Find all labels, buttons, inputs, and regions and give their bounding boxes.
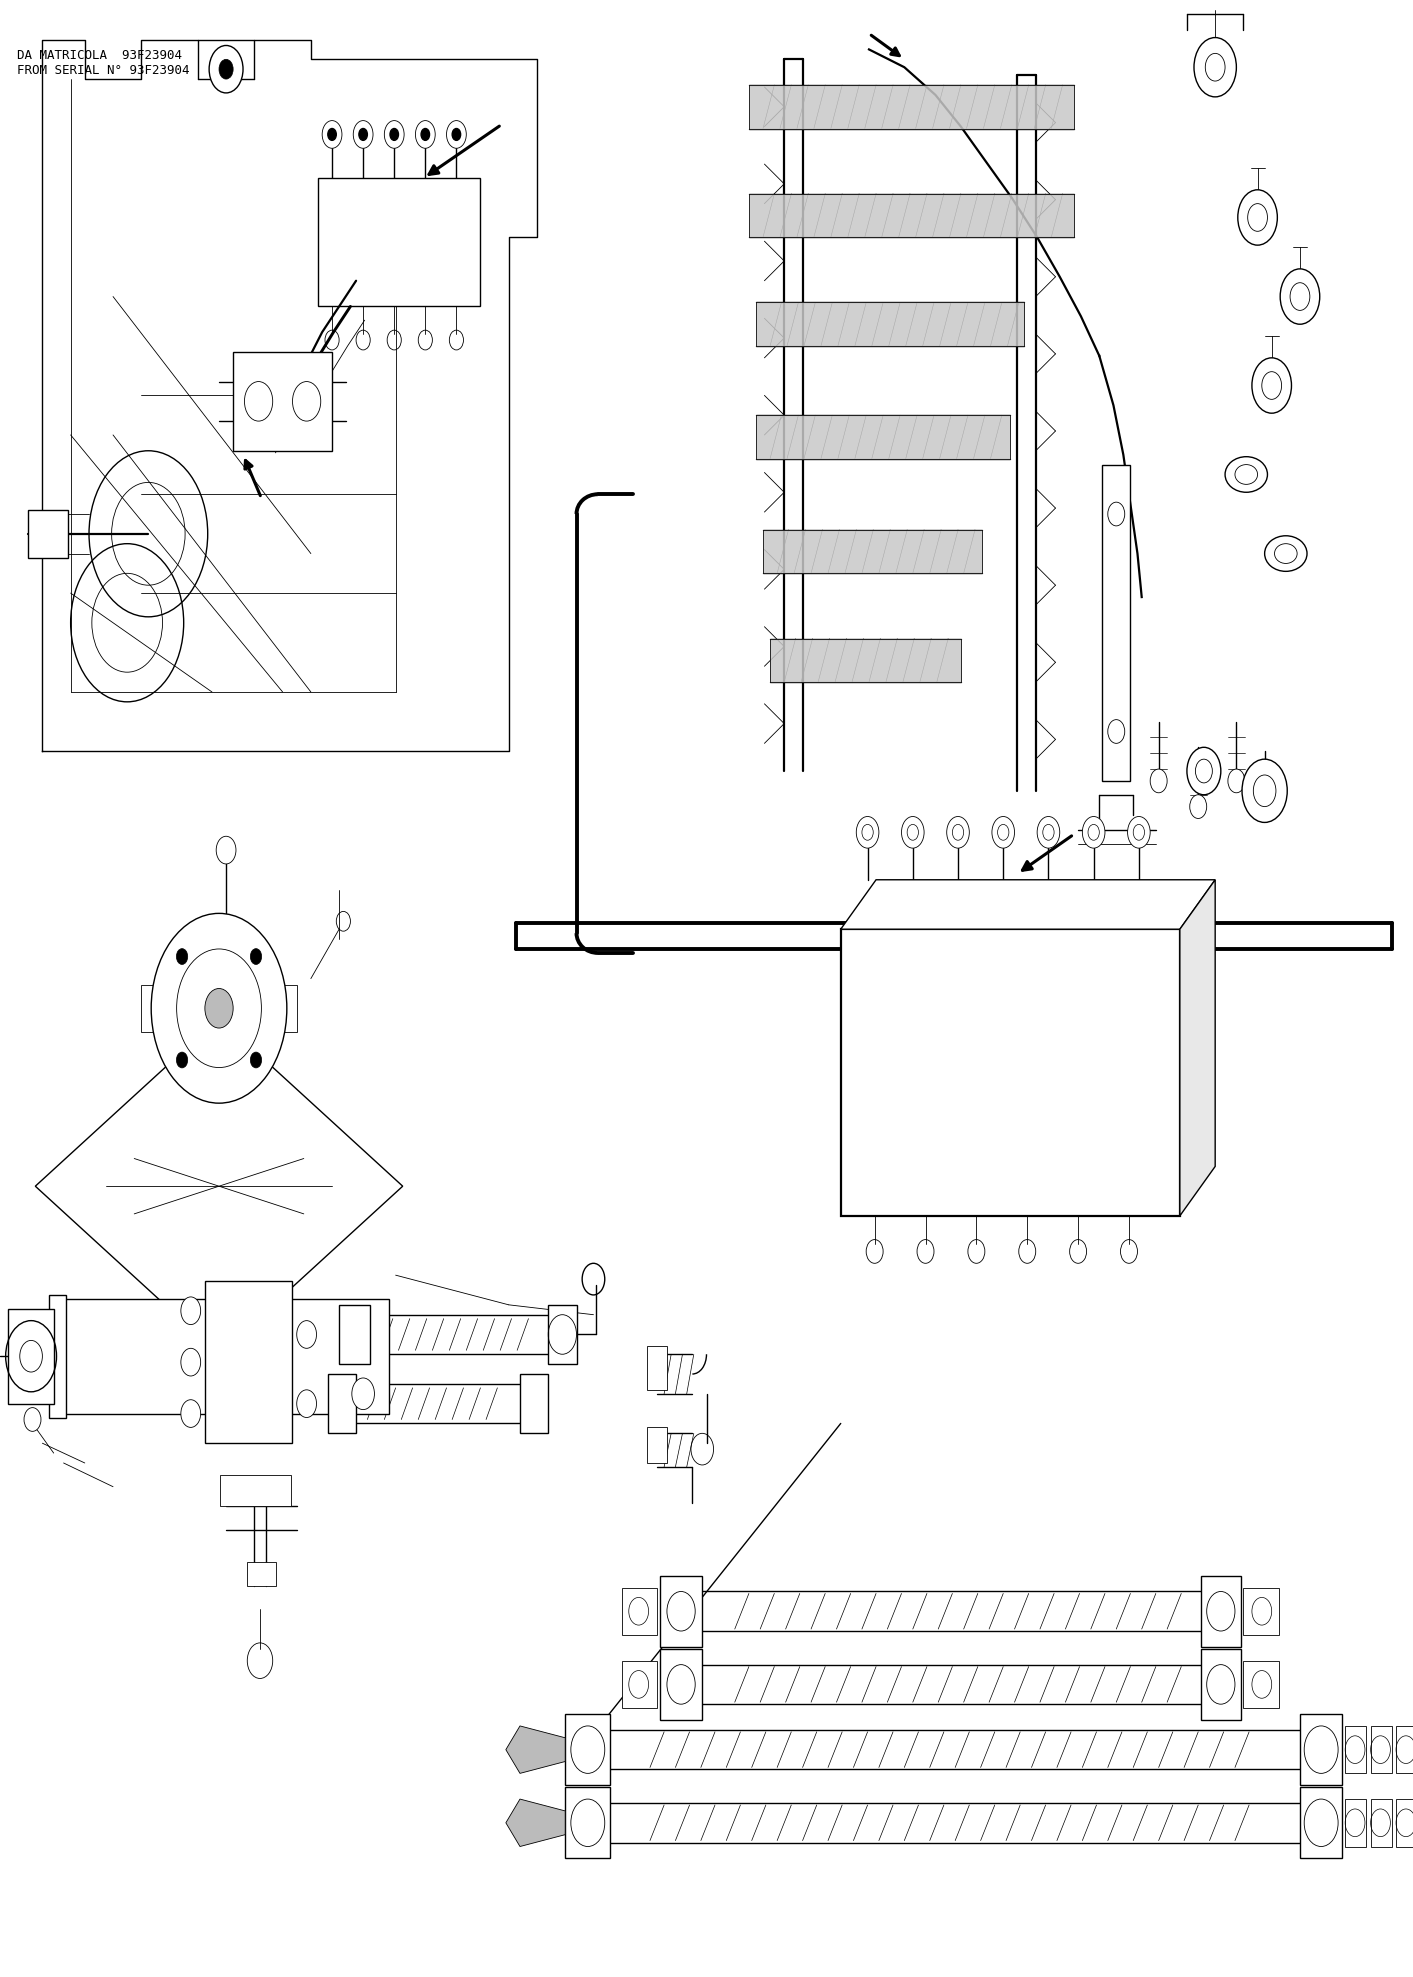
Polygon shape xyxy=(35,1018,403,1354)
Bar xyxy=(1396,1726,1413,1773)
Bar xyxy=(1371,1799,1392,1847)
Circle shape xyxy=(181,1348,201,1376)
Circle shape xyxy=(421,129,430,140)
Circle shape xyxy=(384,121,404,148)
Bar xyxy=(1300,1787,1342,1858)
Circle shape xyxy=(181,1400,201,1427)
Circle shape xyxy=(1128,817,1150,848)
Bar xyxy=(49,1295,66,1418)
Bar xyxy=(756,415,1010,459)
Circle shape xyxy=(856,817,879,848)
Circle shape xyxy=(447,121,466,148)
Bar xyxy=(749,194,1074,237)
Circle shape xyxy=(250,949,261,965)
Circle shape xyxy=(992,817,1015,848)
Circle shape xyxy=(947,817,969,848)
Circle shape xyxy=(1252,358,1291,413)
Bar xyxy=(1396,1799,1413,1847)
Circle shape xyxy=(177,949,188,965)
Circle shape xyxy=(452,129,461,140)
Bar xyxy=(233,352,332,451)
Bar xyxy=(328,1374,356,1433)
Circle shape xyxy=(216,836,236,864)
Circle shape xyxy=(1082,817,1105,848)
Bar xyxy=(548,1305,577,1364)
Bar xyxy=(247,1562,276,1586)
Bar xyxy=(770,639,961,682)
Circle shape xyxy=(328,129,336,140)
Circle shape xyxy=(181,1297,201,1325)
Bar xyxy=(756,302,1024,346)
Bar xyxy=(1201,1576,1241,1647)
Bar xyxy=(565,1714,610,1785)
Polygon shape xyxy=(506,1726,565,1773)
Circle shape xyxy=(1242,759,1287,822)
Bar xyxy=(660,1649,702,1720)
Circle shape xyxy=(250,1052,261,1068)
Circle shape xyxy=(390,129,398,140)
Circle shape xyxy=(219,59,233,79)
Circle shape xyxy=(1280,269,1320,324)
Bar xyxy=(660,1576,702,1647)
Circle shape xyxy=(415,121,435,148)
Circle shape xyxy=(205,988,233,1028)
Bar xyxy=(520,1374,548,1433)
Circle shape xyxy=(322,121,342,148)
Bar xyxy=(622,1661,657,1708)
Bar xyxy=(1345,1799,1366,1847)
Bar xyxy=(622,1588,657,1635)
Circle shape xyxy=(359,129,367,140)
Circle shape xyxy=(353,121,373,148)
Bar xyxy=(141,985,297,1032)
Bar xyxy=(28,510,68,558)
Bar xyxy=(565,1787,610,1858)
Circle shape xyxy=(297,1321,317,1348)
Circle shape xyxy=(1256,799,1273,822)
Circle shape xyxy=(1238,190,1277,245)
Circle shape xyxy=(177,1052,188,1068)
Bar xyxy=(749,85,1074,129)
Circle shape xyxy=(177,949,261,1068)
Bar xyxy=(220,1475,291,1506)
Bar xyxy=(1300,1714,1342,1785)
Polygon shape xyxy=(841,880,1215,929)
Circle shape xyxy=(1037,817,1060,848)
Bar xyxy=(318,178,480,306)
Bar xyxy=(1201,1649,1241,1720)
Polygon shape xyxy=(1180,880,1215,1216)
Circle shape xyxy=(151,913,287,1103)
Bar xyxy=(1243,1588,1279,1635)
Circle shape xyxy=(1190,795,1207,818)
Bar xyxy=(647,1346,667,1390)
Bar xyxy=(339,1305,370,1364)
Circle shape xyxy=(297,1390,317,1418)
Bar xyxy=(763,530,982,573)
Circle shape xyxy=(209,45,243,93)
Circle shape xyxy=(901,817,924,848)
Circle shape xyxy=(1150,769,1167,793)
Polygon shape xyxy=(506,1799,565,1847)
Bar xyxy=(647,1427,667,1463)
Bar xyxy=(64,1299,389,1414)
Circle shape xyxy=(24,1408,41,1431)
Circle shape xyxy=(1187,747,1221,795)
Circle shape xyxy=(1228,769,1245,793)
Text: DA MATRICOLA  93F23904
FROM SERIAL N° 93F23904: DA MATRICOLA 93F23904 FROM SERIAL N° 93F… xyxy=(17,49,189,77)
Bar xyxy=(1371,1726,1392,1773)
Bar xyxy=(841,929,1180,1216)
Circle shape xyxy=(352,1378,374,1410)
Circle shape xyxy=(1194,38,1236,97)
Bar xyxy=(1243,1661,1279,1708)
Bar xyxy=(1345,1726,1366,1773)
Bar xyxy=(205,1281,292,1443)
Bar xyxy=(8,1309,54,1404)
Bar xyxy=(1102,465,1130,781)
